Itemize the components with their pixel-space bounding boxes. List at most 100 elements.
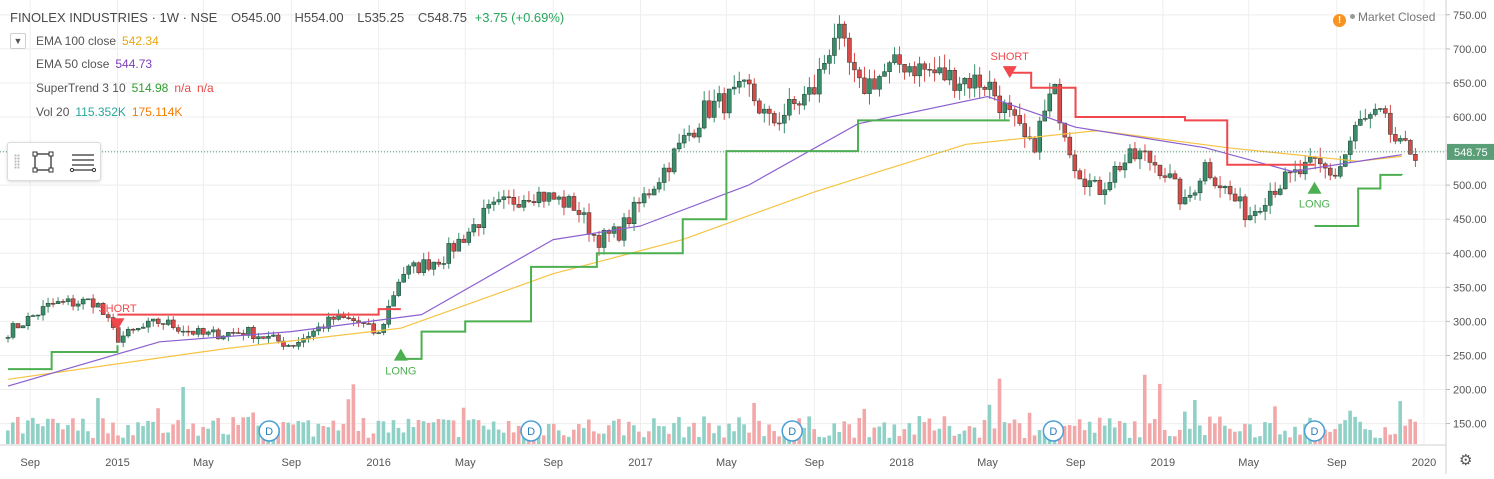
dividend-marker[interactable] [258,420,280,442]
candle-body [1157,164,1163,177]
candle-body [952,70,957,91]
x-tick-label: 2017 [628,457,652,469]
volume-bar [812,429,816,444]
volume-bar [1278,434,1282,444]
status-dot-icon [1350,14,1355,19]
drag-handle-icon[interactable] [14,154,20,169]
volume-bar [937,428,942,444]
volume-bar [752,402,756,444]
candle-body [716,93,722,102]
volume-bar [922,422,927,444]
volume-bar [41,426,45,444]
volume-bar [1117,421,1122,444]
candle-body [125,328,131,337]
volume-bar [551,423,556,444]
y-tick-label: 500.00 [1453,180,1487,192]
candle-body [1348,140,1353,155]
volume-bar [1378,437,1382,444]
volume-bar [301,422,306,444]
dividend-marker[interactable] [1303,420,1326,442]
candle-body [867,78,872,94]
candle-body [526,200,532,202]
legend-volume[interactable]: Vol 20 115.352K 175.114K [36,105,182,119]
volume-bar [1122,422,1127,444]
candle-body [1172,173,1178,180]
x-tick-label: May [193,457,214,469]
volume-bar [1253,437,1257,444]
volume-bar [581,427,586,444]
candle-body [947,70,952,81]
volume-bar [1203,435,1207,444]
candle-body [301,338,306,343]
volume-bar [321,426,326,444]
volume-bar [461,407,466,444]
dividend-marker[interactable] [520,420,542,442]
legend-ema50[interactable]: EMA 50 close 544.73 [36,57,152,71]
volume-bar [662,426,666,444]
volume-bar [1127,437,1132,444]
volume-bar [176,420,180,444]
collapse-legend-button[interactable]: ▼ [10,33,26,49]
candle-body [877,76,882,90]
volume-bar [311,436,316,444]
candle-body [641,193,647,204]
volume-bar [877,426,882,444]
volume-bar [657,425,661,444]
candle-body [1082,178,1088,188]
x-tick-label: Sep [1066,457,1086,469]
volume-bar [561,435,566,444]
dividend-marker[interactable] [781,420,803,442]
candle-body [932,69,937,74]
candle-body [691,132,697,138]
candle-body [541,191,547,202]
volume-bar [496,429,501,444]
candle-body [1032,138,1038,153]
volume-bar [1248,424,1252,444]
candle-body [1107,182,1113,191]
volume-bar [56,422,60,444]
candle-body [782,114,787,124]
volume-bar [612,420,616,444]
candle-body [1182,197,1188,205]
supertrend-up-line [1314,173,1403,227]
volume-bar [602,433,606,444]
candle-body [1147,150,1153,163]
candle-body [1087,180,1093,188]
legend-ema100[interactable]: EMA 100 close 542.34 [36,34,159,48]
volume-bar [737,417,741,444]
legend-supertrend[interactable]: SuperTrend 3 10 514.98 n/a n/a [36,81,214,95]
symbol-title[interactable]: FINOLEX INDUSTRIES · 1W · NSE [10,10,218,25]
candle-body [1222,186,1228,189]
candle-body [676,142,682,150]
volume-bar [341,423,346,444]
candle-body [1282,171,1288,190]
volume-bar [136,422,140,444]
volume-bar [772,431,776,444]
candle-body [256,336,261,339]
volume-bar [146,420,150,444]
dividend-marker[interactable] [1042,420,1065,442]
long-signal-label: LONG [385,366,416,378]
candle-body [942,67,947,81]
menu-tool-button[interactable] [68,149,97,175]
candle-body [571,196,577,211]
warning-icon[interactable]: ! [1333,14,1346,27]
candle-body [731,86,737,90]
volume-bar [1338,423,1342,444]
candle-body [171,319,176,328]
change-value: +3.75 (+0.69%) [474,10,565,25]
rectangle-tool-button[interactable] [30,149,56,175]
volume-bar [912,434,917,444]
candle-body [1277,188,1283,195]
candle-body [977,74,982,88]
volume-bar [707,423,711,444]
candle-body [25,315,31,326]
volume-bar [817,436,821,444]
dividend-label: D [265,426,273,438]
x-tick-label: May [716,457,737,469]
x-tick-label: Sep [543,457,563,469]
candle-body [797,103,802,106]
gear-icon[interactable]: ⚙ [1459,452,1473,469]
